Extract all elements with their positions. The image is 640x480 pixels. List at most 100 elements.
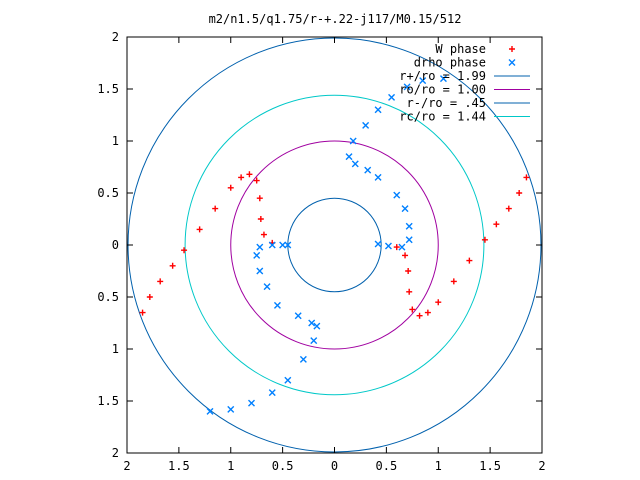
x-tick-label: 2: [123, 459, 130, 473]
data-point: [196, 226, 203, 233]
data-point: [227, 405, 235, 413]
data-point: [466, 257, 473, 264]
legend-plus-swatch: [509, 46, 515, 52]
x-tick-label: 1.5: [479, 459, 501, 473]
data-series: [139, 75, 530, 415]
data-point: [212, 205, 219, 212]
data-point: [313, 322, 321, 330]
data-point: [393, 191, 401, 199]
data-point: [374, 173, 382, 181]
x-tick-label: 1.5: [168, 459, 190, 473]
y-tick-label: 0.5: [97, 290, 119, 304]
data-point: [401, 205, 409, 213]
data-point: [256, 267, 264, 275]
radius-circle-1: [230, 140, 439, 350]
radius-circle-2: [287, 197, 382, 293]
legend-item-2: r+/ro = 1.99: [399, 69, 530, 83]
data-point: [403, 83, 411, 91]
legend-label: r+/ro = 1.99: [399, 69, 486, 83]
data-point: [253, 177, 260, 184]
data-point: [374, 106, 382, 114]
data-point: [374, 240, 382, 248]
legend-item-0: W phase: [435, 42, 515, 56]
data-point: [435, 299, 442, 306]
legend-label: drho phase: [414, 56, 486, 70]
data-point: [351, 160, 359, 168]
data-point: [364, 166, 372, 174]
data-point: [406, 288, 413, 295]
data-point: [248, 399, 255, 407]
data-point: [388, 93, 396, 101]
data-point: [146, 294, 153, 300]
data-point: [308, 319, 316, 327]
data-point: [523, 174, 530, 181]
y-tick-label: 2: [112, 30, 119, 44]
data-point: [481, 236, 488, 243]
x-tick-label: 2: [538, 459, 545, 473]
y-tick-label: 0: [112, 238, 119, 252]
data-point: [398, 243, 406, 251]
data-point: [402, 252, 409, 259]
radius-circle-3: [184, 94, 485, 396]
data-point: [310, 337, 318, 345]
data-point: [424, 309, 431, 316]
chart-title: m2/n1.5/q1.75/r-+.22-j117/M0.15/512: [209, 12, 462, 26]
data-point: [299, 355, 307, 363]
data-point: [263, 283, 271, 291]
data-point: [349, 137, 357, 145]
legend-label: W phase: [435, 42, 486, 56]
data-point: [260, 231, 267, 238]
series-0: [139, 171, 530, 319]
y-tick-label: 0.5: [97, 186, 119, 200]
series-1: [206, 75, 447, 415]
legend-item-5: rc/ro = 1.44: [399, 110, 530, 124]
data-point: [256, 243, 264, 251]
data-point: [284, 376, 292, 384]
data-point: [393, 244, 400, 251]
legend-label: ro/ro = 1.00: [399, 83, 486, 97]
data-point: [139, 309, 146, 316]
axis-ticks: 2 1.5 1 0.5 0 0.5 1 1.5 221.510.500.511.52: [97, 30, 545, 473]
legend-item-4: r-/ro = .45: [407, 96, 530, 110]
data-point: [345, 153, 353, 161]
data-point: [279, 241, 287, 249]
data-point: [416, 312, 423, 319]
y-tick-label: 1: [112, 342, 119, 356]
data-point: [284, 241, 292, 249]
legend-cross-swatch: [508, 59, 516, 66]
x-tick-label: 0.5: [272, 459, 294, 473]
data-point: [419, 77, 427, 85]
data-point: [157, 278, 164, 285]
y-tick-label: 1.5: [97, 82, 119, 96]
data-point: [405, 236, 413, 244]
y-tick-label: 2: [112, 446, 119, 460]
data-point: [405, 268, 412, 274]
data-point: [238, 174, 245, 181]
legend-item-3: ro/ro = 1.00: [399, 83, 530, 97]
data-point: [384, 242, 392, 250]
data-point: [273, 301, 281, 309]
legend-label: r-/ro = .45: [407, 96, 486, 110]
data-point: [227, 184, 234, 191]
data-point: [268, 241, 276, 249]
data-point: [493, 221, 500, 228]
data-point: [268, 389, 276, 397]
x-tick-label: 1: [435, 459, 442, 473]
x-tick-label: 0.5: [376, 459, 398, 473]
data-point: [294, 312, 302, 320]
data-point: [256, 195, 263, 202]
data-point: [409, 306, 416, 313]
data-point: [505, 205, 512, 212]
data-point: [362, 121, 370, 129]
data-point: [181, 247, 188, 254]
data-point: [253, 251, 261, 259]
data-point: [257, 216, 264, 222]
data-point: [405, 222, 413, 230]
legend-label: rc/ro = 1.44: [399, 110, 486, 124]
data-point: [169, 262, 176, 269]
data-point: [246, 171, 253, 178]
data-point: [516, 190, 523, 196]
data-point: [439, 75, 447, 83]
